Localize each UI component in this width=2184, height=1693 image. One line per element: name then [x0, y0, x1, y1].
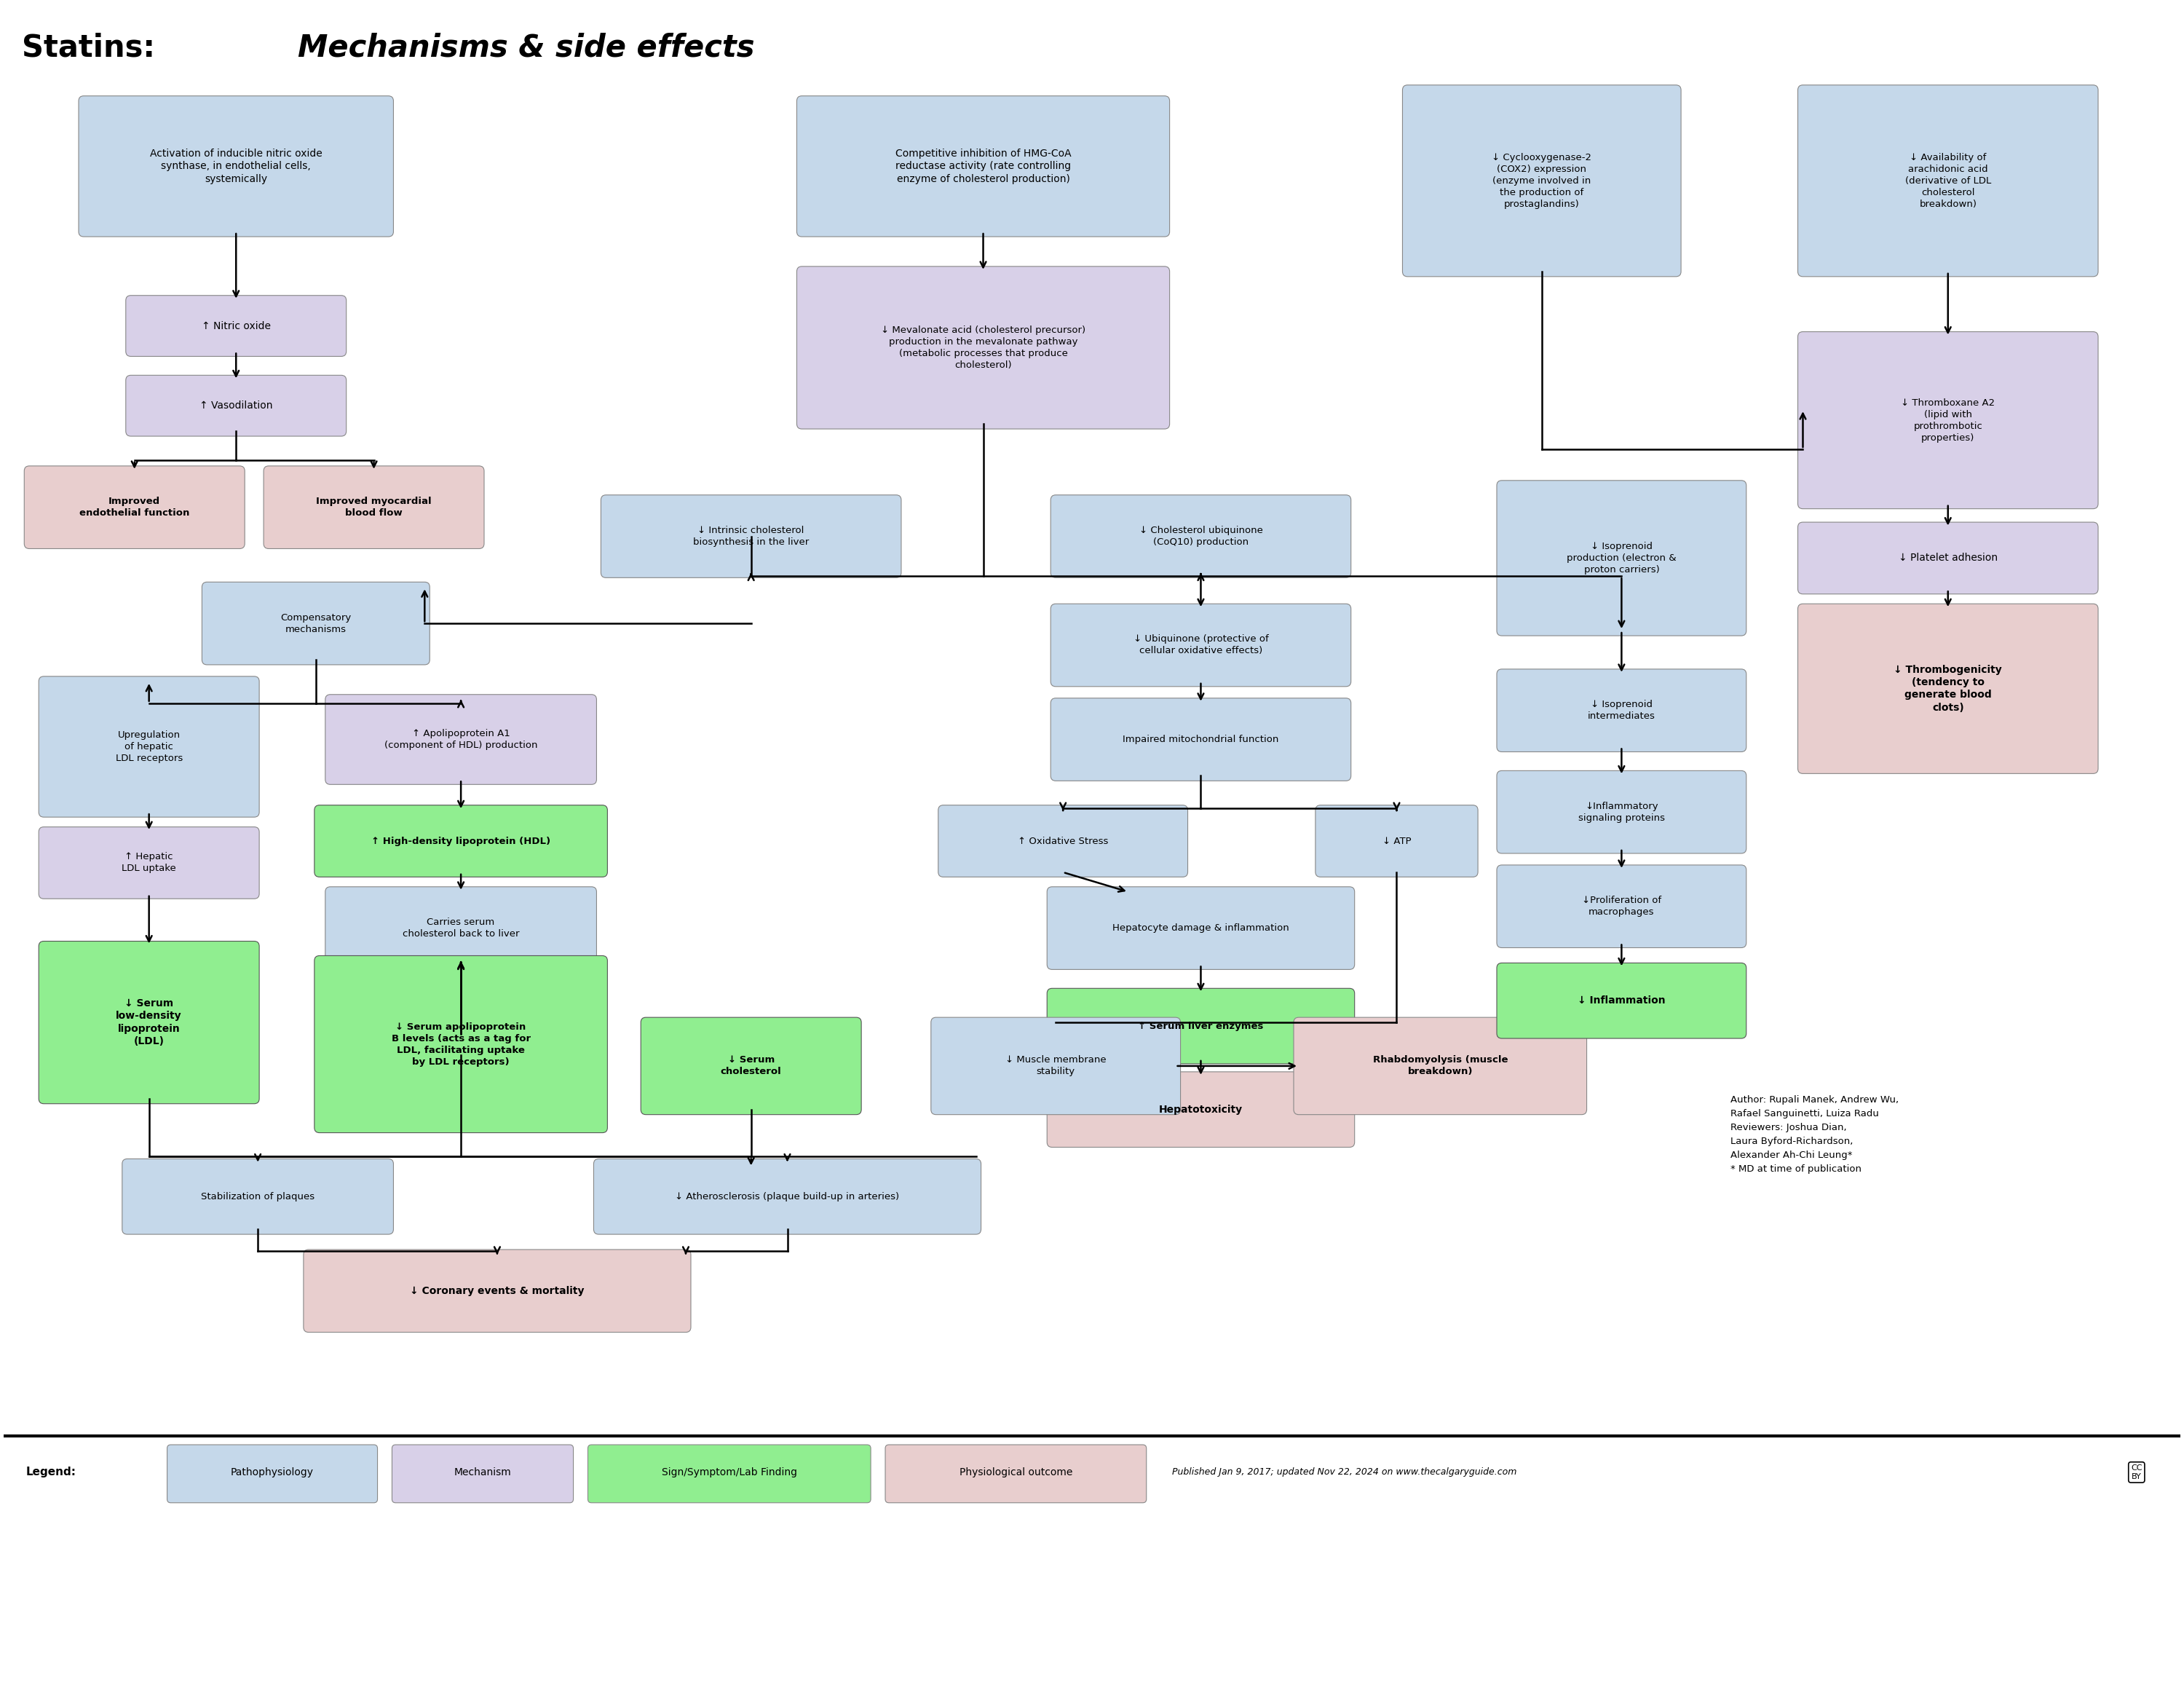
- Text: Stabilization of plaques: Stabilization of plaques: [201, 1192, 314, 1202]
- Text: ↓ Serum
cholesterol: ↓ Serum cholesterol: [721, 1055, 782, 1077]
- FancyBboxPatch shape: [79, 97, 393, 237]
- FancyBboxPatch shape: [168, 1444, 378, 1503]
- FancyBboxPatch shape: [1051, 698, 1352, 780]
- FancyBboxPatch shape: [314, 955, 607, 1133]
- FancyBboxPatch shape: [314, 806, 607, 877]
- Text: ↑ Apolipoprotein A1
(component of HDL) production: ↑ Apolipoprotein A1 (component of HDL) p…: [384, 730, 537, 750]
- Text: Impaired mitochondrial function: Impaired mitochondrial function: [1123, 735, 1280, 745]
- Text: Pathophysiology: Pathophysiology: [232, 1468, 314, 1478]
- Text: ↓ Cholesterol ubiquinone
(CoQ10) production: ↓ Cholesterol ubiquinone (CoQ10) product…: [1140, 527, 1262, 547]
- FancyBboxPatch shape: [1315, 806, 1479, 877]
- FancyBboxPatch shape: [1046, 887, 1354, 970]
- FancyBboxPatch shape: [39, 677, 260, 818]
- Text: ↑ Oxidative Stress: ↑ Oxidative Stress: [1018, 836, 1107, 846]
- FancyBboxPatch shape: [39, 826, 260, 899]
- Text: ↓ Coronary events & mortality: ↓ Coronary events & mortality: [411, 1285, 585, 1297]
- Text: Improved myocardial
blood flow: Improved myocardial blood flow: [317, 496, 432, 518]
- Text: Activation of inducible nitric oxide
synthase, in endothelial cells,
systemicall: Activation of inducible nitric oxide syn…: [151, 149, 323, 185]
- FancyBboxPatch shape: [391, 1444, 574, 1503]
- FancyBboxPatch shape: [127, 296, 347, 357]
- Text: Improved
endothelial function: Improved endothelial function: [79, 496, 190, 518]
- FancyBboxPatch shape: [1797, 85, 2099, 276]
- Text: ↑ Hepatic
LDL uptake: ↑ Hepatic LDL uptake: [122, 852, 177, 874]
- Text: Published Jan 9, 2017; updated Nov 22, 2024 on www.thecalgaryguide.com: Published Jan 9, 2017; updated Nov 22, 2…: [1173, 1468, 1516, 1476]
- Text: ↓ Cyclooxygenase-2
(COX2) expression
(enzyme involved in
the production of
prost: ↓ Cyclooxygenase-2 (COX2) expression (en…: [1492, 152, 1592, 208]
- FancyBboxPatch shape: [325, 887, 596, 970]
- FancyBboxPatch shape: [127, 376, 347, 437]
- Text: ↓ Serum apolipoprotein
B levels (acts as a tag for
LDL, facilitating uptake
by L: ↓ Serum apolipoprotein B levels (acts as…: [391, 1023, 531, 1067]
- Text: Physiological outcome: Physiological outcome: [959, 1468, 1072, 1478]
- Text: Rhabdomyolysis (muscle
breakdown): Rhabdomyolysis (muscle breakdown): [1374, 1055, 1507, 1077]
- FancyBboxPatch shape: [1496, 770, 1747, 853]
- Text: ↓ Mevalonate acid (cholesterol precursor)
production in the mevalonate pathway
(: ↓ Mevalonate acid (cholesterol precursor…: [880, 325, 1085, 369]
- FancyBboxPatch shape: [1797, 332, 2099, 510]
- FancyBboxPatch shape: [24, 466, 245, 549]
- Text: Compensatory
mechanisms: Compensatory mechanisms: [280, 613, 352, 633]
- FancyBboxPatch shape: [39, 941, 260, 1104]
- FancyBboxPatch shape: [201, 582, 430, 665]
- Text: Carries serum
cholesterol back to liver: Carries serum cholesterol back to liver: [402, 918, 520, 938]
- FancyBboxPatch shape: [264, 466, 485, 549]
- Text: ↓ Isoprenoid
intermediates: ↓ Isoprenoid intermediates: [1588, 699, 1655, 721]
- Text: ↓ Thromboxane A2
(lipid with
prothrombotic
properties): ↓ Thromboxane A2 (lipid with prothrombot…: [1900, 398, 1994, 442]
- FancyBboxPatch shape: [939, 806, 1188, 877]
- FancyBboxPatch shape: [1496, 963, 1747, 1038]
- Text: Sign/Symptom/Lab Finding: Sign/Symptom/Lab Finding: [662, 1468, 797, 1478]
- FancyBboxPatch shape: [930, 1017, 1182, 1114]
- FancyBboxPatch shape: [1797, 604, 2099, 774]
- FancyBboxPatch shape: [1496, 669, 1747, 752]
- FancyBboxPatch shape: [1046, 989, 1354, 1063]
- FancyBboxPatch shape: [1293, 1017, 1588, 1114]
- Text: ↓ Intrinsic cholesterol
biosynthesis in the liver: ↓ Intrinsic cholesterol biosynthesis in …: [692, 527, 808, 547]
- FancyBboxPatch shape: [797, 97, 1171, 237]
- FancyBboxPatch shape: [594, 1158, 981, 1234]
- Text: ↓ Thrombogenicity
(tendency to
generate blood
clots): ↓ Thrombogenicity (tendency to generate …: [1894, 665, 2003, 713]
- Text: Author: Rupali Manek, Andrew Wu,
Rafael Sanguinetti, Luiza Radu
Reviewers: Joshu: Author: Rupali Manek, Andrew Wu, Rafael …: [1730, 1095, 1898, 1173]
- Text: ↓ Isoprenoid
production (electron &
proton carriers): ↓ Isoprenoid production (electron & prot…: [1566, 542, 1677, 574]
- FancyBboxPatch shape: [797, 266, 1171, 428]
- Text: ↑ High-density lipoprotein (HDL): ↑ High-density lipoprotein (HDL): [371, 836, 550, 846]
- Text: ↓ Platelet adhesion: ↓ Platelet adhesion: [1898, 554, 1998, 564]
- Text: ↓ Muscle membrane
stability: ↓ Muscle membrane stability: [1005, 1055, 1105, 1077]
- Text: Hepatocyte damage & inflammation: Hepatocyte damage & inflammation: [1112, 923, 1289, 933]
- Text: Mechanism: Mechanism: [454, 1468, 511, 1478]
- FancyBboxPatch shape: [587, 1444, 871, 1503]
- Text: Upregulation
of hepatic
LDL receptors: Upregulation of hepatic LDL receptors: [116, 730, 183, 764]
- FancyBboxPatch shape: [885, 1444, 1147, 1503]
- FancyBboxPatch shape: [325, 694, 596, 784]
- Text: ↓ Availability of
arachidonic acid
(derivative of LDL
cholesterol
breakdown): ↓ Availability of arachidonic acid (deri…: [1904, 152, 1992, 208]
- Text: ↓Inflammatory
signaling proteins: ↓Inflammatory signaling proteins: [1579, 801, 1664, 823]
- Text: ↓ Serum
low-density
lipoprotein
(LDL): ↓ Serum low-density lipoprotein (LDL): [116, 999, 181, 1046]
- Text: ↑ Nitric oxide: ↑ Nitric oxide: [201, 320, 271, 332]
- FancyBboxPatch shape: [304, 1249, 690, 1332]
- Text: ↓ Atherosclerosis (plaque build-up in arteries): ↓ Atherosclerosis (plaque build-up in ar…: [675, 1192, 900, 1202]
- Text: Statins:: Statins:: [22, 32, 166, 63]
- FancyBboxPatch shape: [1051, 494, 1352, 577]
- FancyBboxPatch shape: [1496, 481, 1747, 637]
- Text: Hepatotoxicity: Hepatotoxicity: [1160, 1104, 1243, 1114]
- Text: ↓ Inflammation: ↓ Inflammation: [1577, 995, 1666, 1006]
- Text: ↓ ATP: ↓ ATP: [1382, 836, 1411, 846]
- Text: CC
BY: CC BY: [2132, 1464, 2143, 1480]
- FancyBboxPatch shape: [1402, 85, 1682, 276]
- Text: ↓Proliferation of
macrophages: ↓Proliferation of macrophages: [1581, 896, 1662, 918]
- FancyBboxPatch shape: [1797, 521, 2099, 594]
- FancyBboxPatch shape: [1051, 604, 1352, 687]
- FancyBboxPatch shape: [640, 1017, 860, 1114]
- FancyBboxPatch shape: [1496, 865, 1747, 948]
- Text: ↓ Ubiquinone (protective of
cellular oxidative effects): ↓ Ubiquinone (protective of cellular oxi…: [1133, 635, 1269, 655]
- Text: Legend:: Legend:: [26, 1466, 76, 1478]
- Text: ↑ Vasodilation: ↑ Vasodilation: [199, 401, 273, 411]
- FancyBboxPatch shape: [122, 1158, 393, 1234]
- Text: Competitive inhibition of HMG-CoA
reductase activity (rate controlling
enzyme of: Competitive inhibition of HMG-CoA reduct…: [895, 149, 1070, 185]
- Text: Mechanisms & side effects: Mechanisms & side effects: [297, 32, 753, 63]
- FancyBboxPatch shape: [601, 494, 902, 577]
- FancyBboxPatch shape: [1046, 1072, 1354, 1148]
- Text: ↑ Serum liver enzymes: ↑ Serum liver enzymes: [1138, 1021, 1265, 1031]
